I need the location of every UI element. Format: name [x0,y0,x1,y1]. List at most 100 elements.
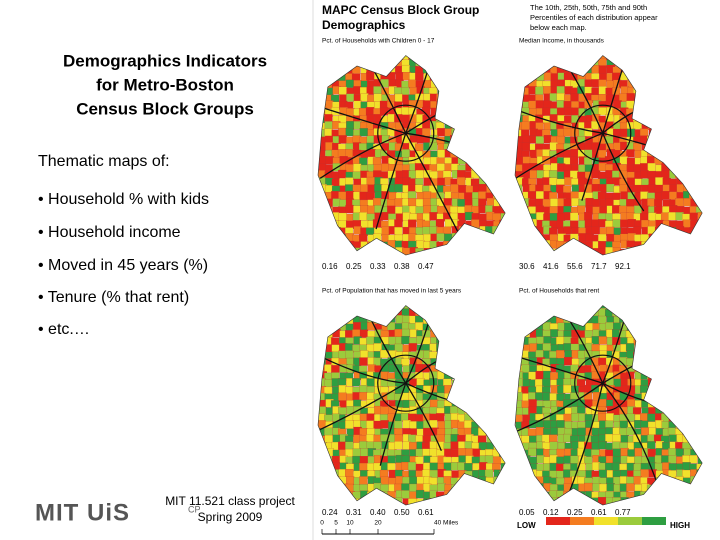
map-cell [605,213,614,222]
map-cell [619,93,628,102]
map-cell [591,183,600,193]
map-cell [345,127,354,137]
map-cell [458,185,467,194]
map-cell [451,470,460,479]
percentile-label: 0.61 [591,508,607,517]
map-cell [436,163,446,172]
map-cell [605,413,614,422]
map-cell [529,456,538,465]
road [318,97,406,134]
map-cell [535,392,544,401]
map-cell [394,93,404,103]
map-cell [478,183,487,193]
footer-text: MIT 11.521 class project [165,494,295,508]
map-cell [598,219,607,228]
map-cell [571,197,580,207]
road [602,382,661,492]
map-cell [550,198,559,207]
map-cell [346,476,355,485]
map-cell [591,442,600,451]
road [515,96,603,134]
map-cell [620,435,629,444]
map-cell [345,441,354,450]
map-cell [360,448,369,457]
map-cell [402,419,411,429]
map-cell [450,449,459,458]
percentile-label: 0.77 [615,508,631,517]
map-cell [352,171,361,180]
map-cell [373,93,382,102]
map-cell [338,135,347,144]
road [515,351,603,384]
percentile-label: 0.12 [543,508,559,517]
ring-road [377,354,435,412]
map-cell [543,72,553,81]
map-cell [543,86,552,95]
map-cell [359,128,368,137]
map-cell [535,100,545,109]
map-cell [619,128,629,138]
map-cell [408,343,417,352]
ring-road [574,354,632,412]
map-cell [381,163,390,172]
map-cell [366,420,375,429]
map-cell [437,149,446,158]
map-cell [668,212,677,221]
bullet: • Household income [38,224,181,241]
percentile-label: 41.6 [543,262,559,271]
map-cell [549,93,558,102]
map-cell [458,455,467,464]
map-cell [338,392,347,401]
map-cell [619,156,628,165]
map-cell [345,190,355,200]
map-cell [598,233,607,243]
map-cell [612,219,621,228]
map-cell [414,184,424,193]
map-cell [549,434,558,443]
map-cell [612,441,621,450]
map-cell [584,211,593,221]
map-cell [422,191,432,200]
map-cell [528,371,537,381]
percentile-label: 0.40 [370,508,386,517]
map-cell [556,212,566,222]
map-cell [563,433,572,443]
map-cell [353,322,362,331]
map-cell [359,357,368,366]
percentile-label: 0.31 [346,508,362,517]
map-cell [443,198,452,207]
map-cell [556,93,565,102]
map-cell [556,448,565,458]
panel-note: below each map. [530,23,587,32]
map-cell [543,420,552,429]
map-cell [529,170,538,179]
map-cell [324,427,333,436]
map-cell [415,227,424,236]
map-cell [627,177,636,186]
map-cell [549,441,559,450]
map-cell [394,328,403,338]
map-cell [324,114,333,123]
map-cell [409,476,418,485]
map-cell [626,149,635,158]
map-cell [380,420,389,429]
map-cell [584,121,593,130]
map-cell [366,413,375,422]
map-cell [456,177,466,186]
map-cell [407,461,417,471]
map-cell [570,212,579,221]
map-cell [415,72,424,81]
map-cell [408,170,417,179]
map-cell [528,447,537,457]
map-cell [436,385,446,394]
scale-label: 0 [320,520,324,527]
map-cell [564,356,573,366]
map-cell [619,184,628,193]
map-cell [387,378,396,387]
map-cell [478,191,487,200]
map-cell [422,448,431,457]
map-cell [472,448,481,457]
map-cell [564,322,573,331]
road [515,382,604,441]
map-cell [542,198,551,208]
